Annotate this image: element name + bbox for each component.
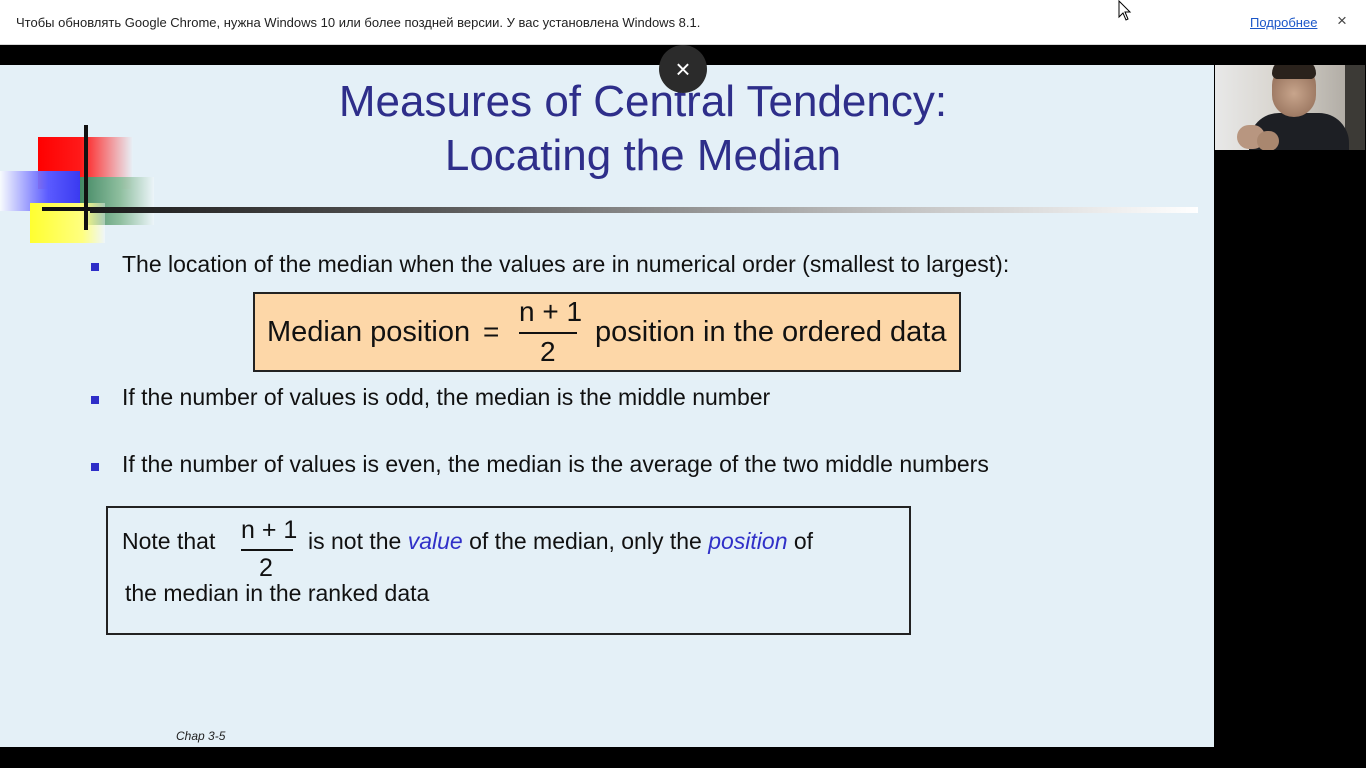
fraction-numerator: n + 1: [519, 296, 583, 327]
note-position-word: position: [708, 528, 788, 554]
note-prefix: Note that: [122, 528, 216, 554]
formula-equals: =: [483, 316, 500, 347]
title-divider: [90, 207, 1198, 213]
note-line-1: is not the value of the median, only the…: [308, 528, 813, 555]
note-value-word: value: [407, 528, 463, 554]
note-line-2: the median in the ranked data: [125, 580, 430, 606]
title-line-2: Locating the Median: [444, 131, 842, 180]
bullet-text-even: If the number of values is even, the med…: [122, 451, 989, 477]
note-fraction-numerator: n + 1: [241, 516, 298, 544]
bullet-marker-icon: [91, 263, 99, 271]
bullet-marker-icon: [91, 396, 99, 404]
fraction-denominator: 2: [540, 336, 556, 367]
formula-label: Median position: [267, 316, 471, 348]
presentation-slide: Measures of Central Tendency: Locating t…: [0, 65, 1214, 747]
close-overlay-button[interactable]: ×: [659, 45, 707, 93]
note-part-3: of: [793, 528, 814, 554]
learn-more-link[interactable]: Подробнее: [1250, 15, 1318, 30]
webcam-video-thumbnail[interactable]: [1215, 65, 1365, 150]
slide-footer: Chap 3-5: [176, 729, 226, 743]
chrome-update-infobar: Чтобы обновлять Google Chrome, нужна Win…: [0, 0, 1366, 45]
note-fraction-bar: [241, 549, 293, 551]
note-part-1: is not the: [308, 528, 402, 554]
bullet-text-location: The location of the median when the valu…: [122, 251, 1010, 277]
fraction-bar: [519, 332, 577, 334]
median-position-formula: Median position = n + 1 2 position in th…: [253, 292, 961, 372]
mouse-cursor-icon: [1118, 0, 1132, 21]
infobar-message: Чтобы обновлять Google Chrome, нужна Win…: [16, 15, 701, 30]
bullet-marker-icon: [91, 463, 99, 471]
note-fraction-denominator: 2: [259, 554, 273, 582]
infobar-close-icon[interactable]: ×: [1337, 11, 1347, 30]
formula-suffix: position in the ordered data: [595, 316, 947, 348]
title-line-1: Measures of Central Tendency:: [338, 77, 948, 126]
bullet-text-odd: If the number of values is odd, the medi…: [122, 384, 771, 410]
note-box: Note that n + 1 2 is not the value of th…: [106, 506, 911, 635]
note-part-2: of the median, only the: [469, 528, 702, 554]
slide-title: Measures of Central Tendency: Locating t…: [0, 75, 1214, 183]
